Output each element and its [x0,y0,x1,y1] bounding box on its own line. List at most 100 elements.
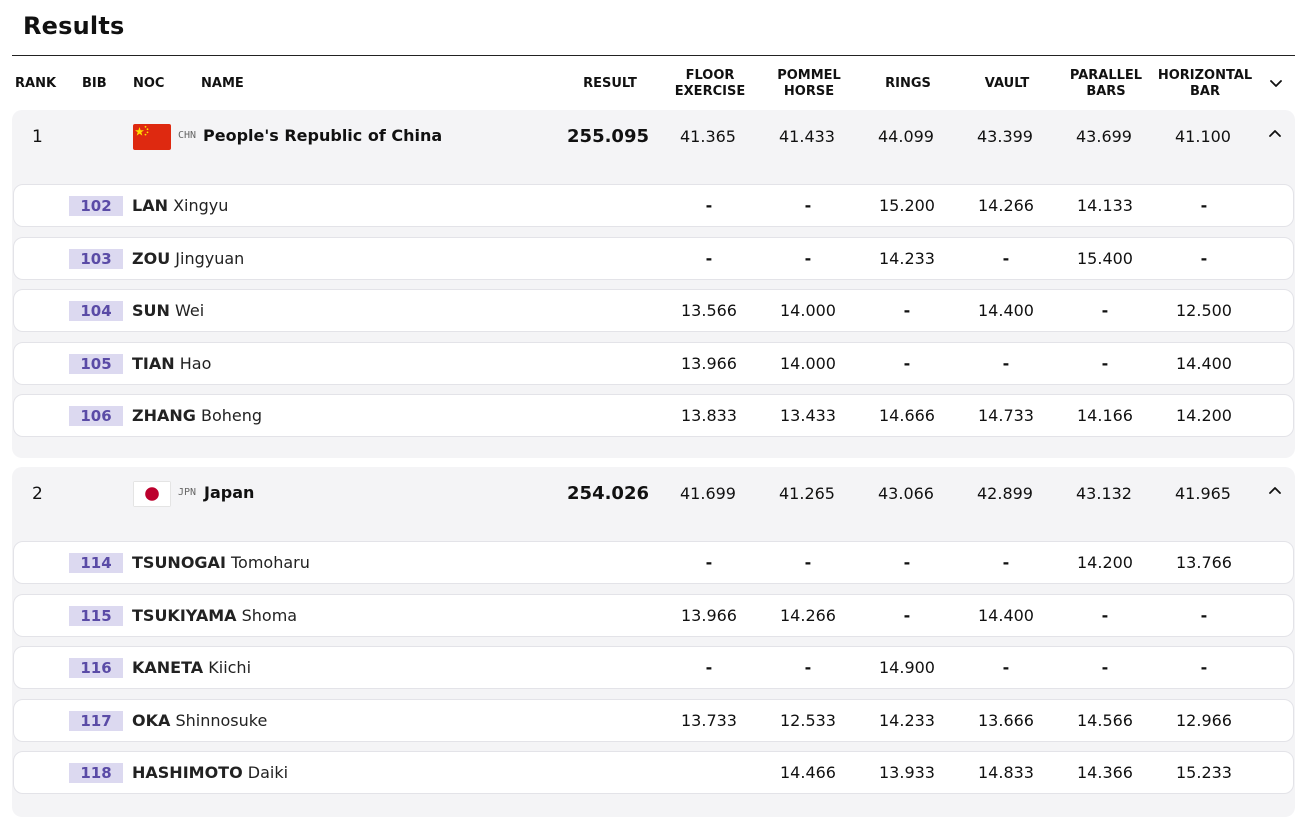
athlete-apparatus-score: 12.500 [1176,301,1232,320]
column-floor-line1: FLOOR [685,68,735,83]
athlete-bib: 118 [69,763,123,783]
athlete-apparatus-score: 15.400 [1077,249,1133,268]
team-apparatus-score: 41.965 [1175,484,1231,503]
team-row[interactable]: 1 CHN People's Republic of China 255.095 41.… [12,110,1295,166]
athlete-apparatus-score: - [705,196,713,215]
athlete-bib: 102 [69,196,123,216]
team-noc: CHN [178,130,197,141]
athlete-last-name: TSUKIYAMA [132,606,237,625]
athlete-apparatus-score: - [903,606,911,625]
athlete-apparatus-score: - [1101,658,1109,677]
athlete-last-name: LAN [132,196,168,215]
column-name: NAME [201,76,244,91]
athlete-apparatus-score: - [705,249,713,268]
athlete-apparatus-score: 14.666 [879,406,935,425]
athlete-apparatus-score: - [903,301,911,320]
athlete-apparatus-score: 14.400 [1176,354,1232,373]
athlete-row[interactable]: 106 ZHANG Boheng 13.833 13.433 14.666 14.733 1… [13,394,1294,437]
athlete-bib: 106 [69,406,123,426]
athlete-row[interactable]: 104 SUN Wei 13.566 14.000 - 14.400 - 12.500 [13,289,1294,332]
team-apparatus-score: 41.100 [1175,127,1231,146]
team-group: 1 CHN People's Republic of China 255.095 41.… [12,110,1295,458]
athlete-first-name: Boheng [201,406,263,425]
chevron-down-icon[interactable] [1269,76,1283,90]
athlete-apparatus-score: - [1200,606,1208,625]
chevron-up-icon[interactable] [1268,484,1282,498]
athlete-row[interactable]: 117 OKA Shinnosuke 13.733 12.533 14.233 13.66… [13,699,1294,742]
athlete-apparatus-score: - [1002,553,1010,572]
athlete-apparatus-score: 15.200 [879,196,935,215]
athlete-apparatus-score: - [1200,658,1208,677]
athlete-apparatus-score: 14.133 [1077,196,1133,215]
athlete-first-name: Hao [179,354,212,373]
team-row[interactable]: 2 JPN Japan 254.026 41.699 41.265 43.066 42.899… [12,467,1295,523]
athlete-apparatus-score: 14.400 [978,606,1034,625]
athlete-row[interactable]: 115 TSUKIYAMA Shoma 13.966 14.266 - 14.400 - - [13,594,1294,637]
athlete-name: TIAN Hao [132,354,211,373]
athlete-row[interactable]: 116 KANETA Kiichi - - 14.900 - - - [13,646,1294,689]
team-apparatus-score: 44.099 [878,127,934,146]
athlete-apparatus-score: 14.900 [879,658,935,677]
athlete-last-name: OKA [132,711,171,730]
column-floor-line2: EXERCISE [674,84,746,99]
athlete-name: KANETA Kiichi [132,658,251,677]
team-apparatus-score: 43.699 [1076,127,1132,146]
athlete-first-name: Daiki [247,763,289,782]
athlete-last-name: HASHIMOTO [132,763,243,782]
athlete-apparatus-score: 14.466 [780,763,836,782]
athlete-row[interactable]: 118 HASHIMOTO Daiki 14.466 13.933 14.833 14.3… [13,751,1294,794]
team-apparatus-score: 43.132 [1076,484,1132,503]
athlete-row[interactable]: 103 ZOU Jingyuan - - 14.233 - 15.400 - [13,237,1294,280]
athlete-last-name: TIAN [132,354,175,373]
athlete-name: ZHANG Boheng [132,406,262,425]
athlete-apparatus-score: 13.833 [681,406,737,425]
athlete-apparatus-score: 13.666 [978,711,1034,730]
athlete-apparatus-score: 13.966 [681,354,737,373]
column-parallel-line2: BARS [1086,84,1126,99]
athlete-first-name: Jingyuan [175,249,245,268]
team-apparatus-score: 43.399 [977,127,1033,146]
athlete-first-name: Shoma [241,606,298,625]
chevron-up-icon[interactable] [1268,127,1282,141]
athlete-bib: 117 [69,711,123,731]
team-name: Japan [204,483,255,502]
athlete-first-name: Shinnosuke [175,711,268,730]
japan-flag-icon [133,481,171,507]
athlete-apparatus-score: - [804,658,812,677]
athlete-apparatus-score: 12.966 [1176,711,1232,730]
team-result: 254.026 [567,483,649,504]
athlete-apparatus-score: 14.233 [879,711,935,730]
team-apparatus-score: 41.265 [779,484,835,503]
athlete-apparatus-score: 14.400 [978,301,1034,320]
china-flag-icon [133,124,171,150]
athlete-bib: 104 [69,301,123,321]
athlete-first-name: Wei [175,301,205,320]
athlete-apparatus-score: 14.266 [780,606,836,625]
athlete-apparatus-score: - [1101,354,1109,373]
column-pommel-line1: POMMEL [777,68,841,83]
athlete-name: SUN Wei [132,301,204,320]
page-title: Results [23,12,125,40]
athlete-row[interactable]: 102 LAN Xingyu - - 15.200 14.266 14.133 - [13,184,1294,227]
athlete-apparatus-score: - [1002,658,1010,677]
athlete-apparatus-score: 14.000 [780,354,836,373]
athlete-apparatus-score: 14.000 [780,301,836,320]
athlete-apparatus-score: 14.833 [978,763,1034,782]
athlete-apparatus-score: 14.166 [1077,406,1133,425]
athlete-apparatus-score: 14.366 [1077,763,1133,782]
athlete-apparatus-score: - [804,196,812,215]
column-rings: RINGS [885,76,931,91]
athlete-bib: 114 [69,553,123,573]
athlete-apparatus-score: 14.233 [879,249,935,268]
athlete-apparatus-score: 15.233 [1176,763,1232,782]
athlete-last-name: KANETA [132,658,204,677]
athlete-name: OKA Shinnosuke [132,711,267,730]
athlete-apparatus-score: - [1002,249,1010,268]
athlete-apparatus-score: 13.733 [681,711,737,730]
athlete-row[interactable]: 114 TSUNOGAI Tomoharu - - - - 14.200 13.766 [13,541,1294,584]
athlete-last-name: ZHANG [132,406,196,425]
column-result: RESULT [583,76,637,91]
athlete-row[interactable]: 105 TIAN Hao 13.966 14.000 - - - 14.400 [13,342,1294,385]
column-vault: VAULT [984,76,1030,91]
athlete-apparatus-score: - [804,249,812,268]
